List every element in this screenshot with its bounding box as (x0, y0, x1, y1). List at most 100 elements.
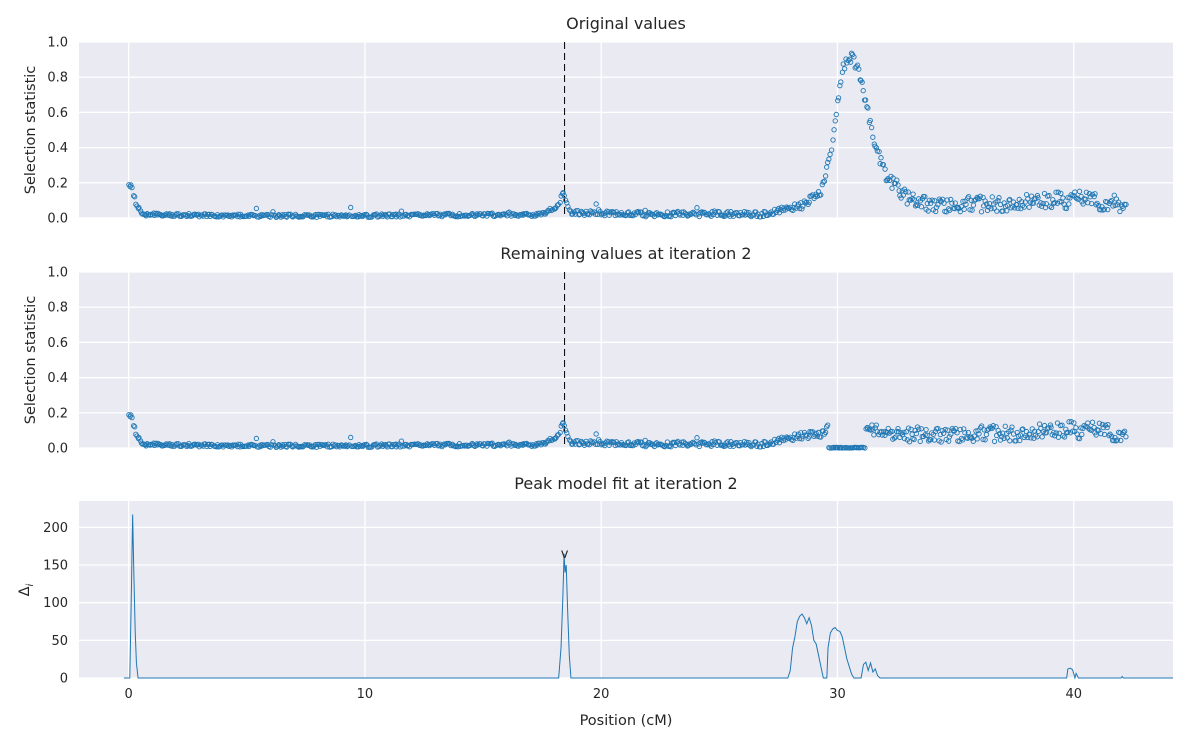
data-point (1039, 434, 1045, 440)
data-point (1055, 189, 1061, 195)
data-point (989, 194, 995, 200)
x-tick-label: 20 (593, 687, 610, 702)
data-point (1117, 208, 1123, 215)
data-point (1120, 429, 1127, 436)
y-tick-label: 150 (43, 559, 68, 574)
y-tick-label: 1.0 (47, 36, 68, 51)
data-point (747, 442, 753, 449)
data-point (557, 429, 563, 436)
data-point (957, 208, 963, 215)
data-point (895, 429, 902, 435)
data-point (1071, 420, 1077, 426)
data-point (979, 423, 985, 429)
data-point (932, 198, 938, 204)
data-point (623, 442, 629, 449)
data-point (1035, 428, 1041, 435)
data-point (742, 442, 748, 448)
data-point (1013, 438, 1019, 444)
data-point (417, 442, 424, 448)
data-point (970, 438, 976, 444)
data-point (905, 189, 911, 195)
data-point (345, 443, 351, 449)
data-point (1070, 428, 1076, 434)
data-point (129, 414, 135, 421)
data-point (928, 437, 934, 443)
data-point (1110, 203, 1116, 209)
data-point (1026, 204, 1032, 210)
data-point (671, 439, 677, 446)
data-point (162, 442, 168, 448)
data-point (869, 426, 876, 432)
data-point (948, 431, 954, 437)
data-point (862, 97, 869, 103)
data-point (1041, 422, 1048, 429)
data-point (871, 141, 877, 147)
panel-remaining-title: Remaining values at iteration 2 (500, 244, 751, 263)
data-point (1083, 189, 1090, 195)
data-point (1028, 193, 1035, 199)
y-tick-label: 0.6 (47, 106, 68, 121)
data-point (655, 442, 661, 448)
data-point (746, 439, 752, 446)
data-point (933, 204, 940, 210)
data-point (954, 430, 960, 436)
data-point (712, 209, 719, 216)
data-point (312, 212, 319, 218)
data-point (824, 164, 830, 170)
data-point (1058, 190, 1064, 197)
data-point (1038, 200, 1044, 206)
data-point (606, 212, 612, 218)
data-point (916, 426, 922, 432)
data-point (312, 442, 319, 448)
data-point (155, 210, 161, 217)
data-point (957, 426, 963, 433)
data-point (832, 118, 838, 124)
data-point (941, 200, 947, 206)
data-point (881, 429, 887, 435)
data-point (945, 206, 952, 212)
data-point (270, 209, 276, 215)
data-point (944, 197, 950, 203)
data-point (249, 212, 256, 218)
data-point (995, 198, 1001, 204)
data-point (1021, 434, 1027, 441)
data-point (625, 209, 632, 215)
data-point (666, 213, 672, 220)
data-point (725, 209, 731, 215)
data-point (935, 202, 941, 208)
data-point (910, 191, 916, 197)
data-point (975, 427, 981, 434)
data-point (348, 204, 354, 211)
data-point (202, 211, 208, 217)
data-point (913, 431, 919, 437)
data-point (825, 159, 831, 166)
data-point (863, 426, 869, 432)
data-point (1063, 205, 1070, 212)
data-point (202, 441, 208, 447)
panel-remaining-yticks: 0.0 0.2 0.4 0.6 0.8 1.0 (47, 266, 68, 457)
data-point (922, 193, 928, 200)
data-point (1089, 419, 1096, 425)
data-point (1068, 419, 1074, 425)
data-point (831, 127, 837, 133)
data-point (607, 210, 614, 216)
data-point (1085, 200, 1091, 206)
data-point (128, 412, 134, 418)
data-point (1014, 201, 1020, 208)
y-tick-label: 1.0 (47, 266, 68, 281)
data-point (990, 423, 996, 429)
data-point (911, 436, 917, 443)
data-point (155, 440, 161, 447)
data-point (982, 437, 988, 443)
panel-peak-fit-yticks: 0 50 100 150 200 (43, 521, 68, 687)
data-point (1099, 421, 1106, 428)
data-point (1098, 207, 1104, 213)
data-point (776, 210, 783, 216)
data-point (1093, 202, 1099, 208)
data-point (474, 211, 480, 217)
data-point (1086, 191, 1093, 197)
y-tick-label: 0.2 (47, 406, 68, 421)
y-tick-label: 0.2 (47, 176, 68, 191)
data-point (333, 214, 340, 220)
data-point (1052, 199, 1058, 206)
